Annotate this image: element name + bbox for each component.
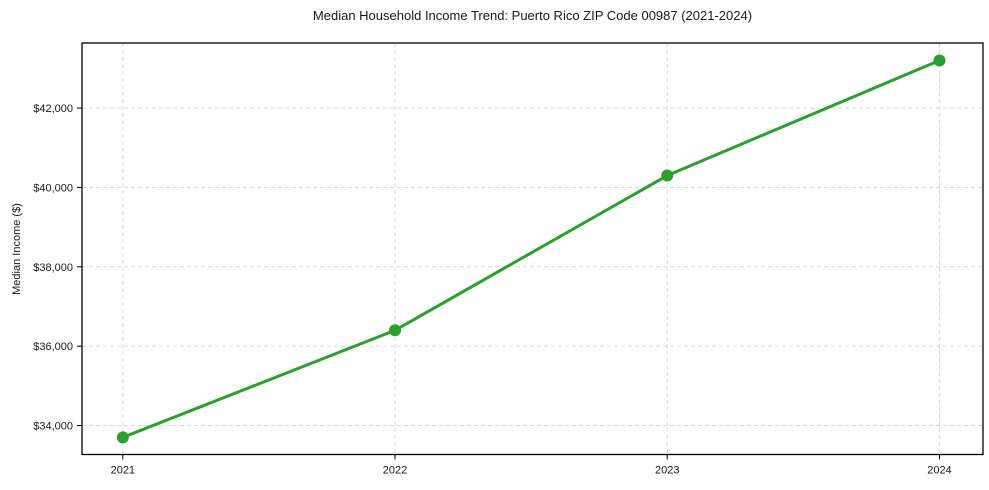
plot-border: [81, 42, 984, 456]
y-tick-label: $34,000: [33, 421, 73, 433]
data-point-2023: [661, 169, 674, 182]
data-point-2021: [116, 431, 129, 444]
y-tick-label: $40,000: [33, 182, 73, 194]
y-tick-label: $38,000: [33, 262, 73, 274]
data-point-2022: [389, 324, 402, 337]
x-tick-label: 2022: [383, 465, 407, 477]
y-tick-label: $42,000: [33, 103, 73, 115]
x-tick-label: 2024: [927, 465, 951, 477]
chart-title: Median Household Income Trend: Puerto Ri…: [312, 8, 753, 23]
data-line: [121, 58, 941, 439]
x-tick-label: 2021: [111, 465, 135, 477]
data-point-2024: [933, 54, 946, 67]
x-tick-label: 2023: [655, 465, 679, 477]
y-tick-label: $36,000: [33, 341, 73, 353]
